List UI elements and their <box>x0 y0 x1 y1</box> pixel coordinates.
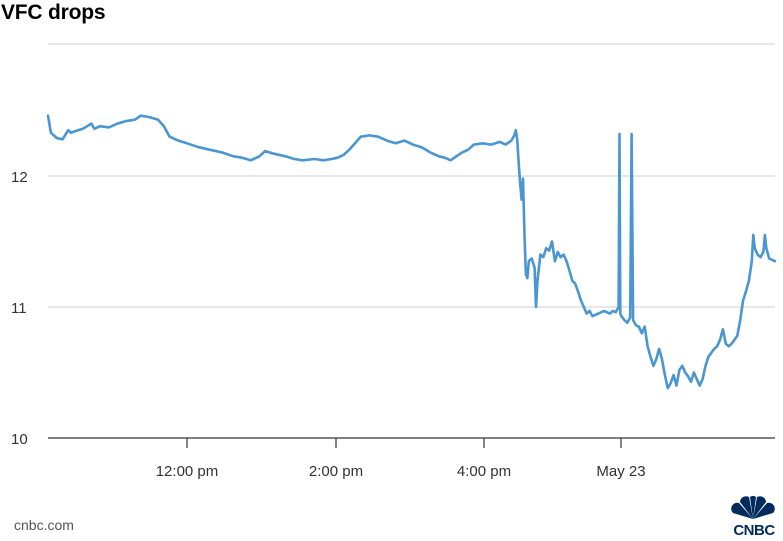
cnbc-logo-text: CNBC <box>733 522 775 539</box>
chart-title: VFC drops <box>1 1 106 24</box>
x-tick-label: May 23 <box>596 463 645 480</box>
cnbc-peacock-logo <box>731 496 775 519</box>
source-label: cnbc.com <box>14 517 74 533</box>
y-axis: 10 11 12 <box>11 169 28 448</box>
x-tick-label: 12:00 pm <box>156 463 219 480</box>
x-tick-label: 2:00 pm <box>309 463 363 480</box>
x-axis: 12:00 pm 2:00 pm 4:00 pm May 23 <box>156 438 646 480</box>
y-tick-label: 11 <box>11 300 27 317</box>
gridlines <box>48 43 775 439</box>
series-line <box>46 114 777 390</box>
y-tick-label: 12 <box>11 169 28 186</box>
y-tick-label: 10 <box>11 431 28 448</box>
x-tick-label: 4:00 pm <box>457 463 511 480</box>
